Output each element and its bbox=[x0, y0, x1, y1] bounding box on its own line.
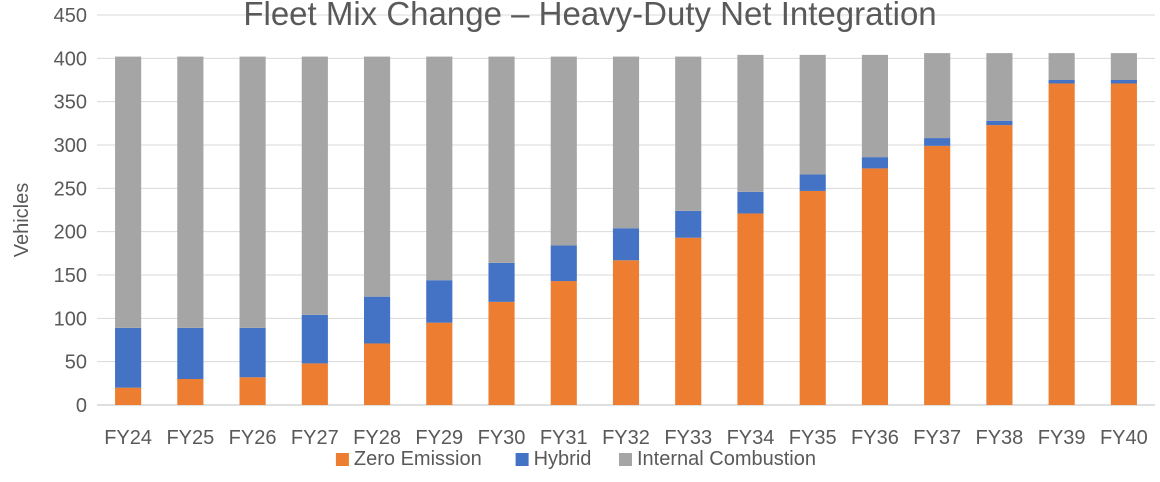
bar-zero-emission-fy29 bbox=[426, 322, 453, 405]
bar-zero-emission-fy38 bbox=[986, 125, 1013, 406]
bar-zero-emission-fy32 bbox=[612, 260, 640, 405]
bar-internal-combustion-fy40 bbox=[1110, 53, 1137, 80]
bar-zero-emission-fy35 bbox=[799, 190, 826, 405]
chart-title: Fleet Mix Change – Heavy-Duty Net Integr… bbox=[243, 0, 936, 32]
x-tick-label: FY27 bbox=[291, 427, 339, 449]
y-tick-label: 450 bbox=[54, 5, 87, 27]
bar-hybrid-fy27 bbox=[301, 314, 328, 364]
bar-zero-emission-fy36 bbox=[861, 168, 889, 405]
bar-internal-combustion-fy25 bbox=[177, 56, 204, 328]
y-tick-label: 300 bbox=[54, 135, 87, 157]
bar-internal-combustion-fy32 bbox=[612, 56, 640, 229]
bar-hybrid-fy32 bbox=[612, 228, 640, 261]
legend-swatch bbox=[335, 453, 349, 466]
bar-hybrid-fy33 bbox=[675, 210, 702, 238]
legend-label: Hybrid bbox=[534, 448, 592, 470]
y-tick-label: 50 bbox=[65, 352, 87, 374]
bar-internal-combustion-fy24 bbox=[115, 56, 142, 328]
bar-internal-combustion-fy26 bbox=[239, 56, 266, 328]
bar-hybrid-fy29 bbox=[426, 280, 453, 323]
legend-label: Zero Emission bbox=[354, 448, 482, 470]
y-tick-label: 350 bbox=[54, 92, 87, 114]
x-tick-label: FY33 bbox=[664, 427, 712, 449]
bar-zero-emission-fy27 bbox=[301, 363, 328, 405]
bar-internal-combustion-fy35 bbox=[799, 54, 826, 175]
bar-internal-combustion-fy36 bbox=[861, 54, 889, 158]
bar-internal-combustion-fy34 bbox=[737, 54, 764, 192]
legend: Zero Emission Hybrid Internal Combustion bbox=[335, 448, 816, 470]
bar-hybrid-fy25 bbox=[177, 327, 204, 379]
y-tick-label: 150 bbox=[54, 265, 87, 287]
y-tick-label: 400 bbox=[54, 48, 87, 70]
y-axis-label: Vehicles bbox=[11, 183, 33, 258]
bar-zero-emission-fy39 bbox=[1048, 83, 1075, 405]
x-tick-label: FY39 bbox=[1038, 427, 1086, 449]
legend-item-zero-emission: Zero Emission bbox=[335, 448, 482, 470]
bar-hybrid-fy28 bbox=[363, 296, 391, 344]
bar-internal-combustion-fy39 bbox=[1048, 53, 1075, 80]
legend-swatch bbox=[515, 453, 529, 466]
legend-swatch bbox=[619, 453, 632, 466]
bar-internal-combustion-fy38 bbox=[986, 53, 1013, 121]
bar-hybrid-fy39 bbox=[1048, 80, 1075, 84]
legend-item-internal-combustion: Internal Combustion bbox=[619, 448, 816, 470]
y-tick-label: 0 bbox=[76, 395, 87, 417]
x-tick-label: FY31 bbox=[540, 427, 588, 449]
bar-internal-combustion-fy30 bbox=[488, 56, 515, 263]
bar-internal-combustion-fy33 bbox=[675, 56, 702, 211]
y-tick-label: 200 bbox=[54, 222, 87, 244]
bar-internal-combustion-fy27 bbox=[301, 56, 328, 315]
bar-hybrid-fy38 bbox=[986, 120, 1013, 126]
bar-zero-emission-fy25 bbox=[177, 379, 204, 405]
bar-hybrid-fy35 bbox=[799, 174, 826, 191]
x-tick-label: FY32 bbox=[602, 427, 650, 449]
bar-hybrid-fy30 bbox=[488, 262, 515, 302]
x-tick-label: FY37 bbox=[913, 427, 961, 449]
x-tick-label: FY28 bbox=[353, 427, 401, 449]
bar-internal-combustion-fy31 bbox=[550, 56, 577, 246]
x-tick-label: FY38 bbox=[976, 427, 1024, 449]
bar-internal-combustion-fy28 bbox=[363, 56, 391, 297]
bar-hybrid-fy26 bbox=[239, 327, 266, 378]
bar-hybrid-fy40 bbox=[1110, 80, 1137, 84]
x-tick-label: FY40 bbox=[1100, 427, 1148, 449]
bar-hybrid-fy34 bbox=[737, 191, 764, 214]
legend-item-hybrid: Hybrid bbox=[515, 448, 592, 470]
bar-hybrid-fy24 bbox=[115, 327, 142, 388]
x-tick-label: FY25 bbox=[166, 427, 214, 449]
bar-hybrid-fy31 bbox=[550, 245, 577, 282]
x-tick-label: FY30 bbox=[478, 427, 526, 449]
x-tick-label: FY35 bbox=[789, 427, 837, 449]
bar-hybrid-fy37 bbox=[924, 138, 951, 146]
bar-zero-emission-fy33 bbox=[675, 237, 702, 405]
bar-zero-emission-fy40 bbox=[1110, 83, 1137, 405]
legend-label: Internal Combustion bbox=[637, 448, 816, 470]
bar-hybrid-fy36 bbox=[861, 157, 889, 169]
bar-zero-emission-fy37 bbox=[924, 145, 951, 405]
bar-zero-emission-fy28 bbox=[363, 343, 391, 405]
x-tick-label: FY24 bbox=[104, 427, 152, 449]
bar-zero-emission-fy34 bbox=[737, 213, 764, 405]
x-tick-label: FY36 bbox=[851, 427, 899, 449]
bar-zero-emission-fy30 bbox=[488, 301, 515, 405]
y-tick-label: 100 bbox=[54, 308, 87, 330]
y-tick-label: 250 bbox=[54, 178, 87, 200]
bar-zero-emission-fy24 bbox=[115, 387, 142, 405]
bar-internal-combustion-fy37 bbox=[924, 53, 951, 139]
bar-internal-combustion-fy29 bbox=[426, 56, 453, 281]
bar-zero-emission-fy31 bbox=[550, 281, 577, 405]
x-tick-label: FY34 bbox=[727, 427, 775, 449]
x-tick-label: FY26 bbox=[229, 427, 277, 449]
bar-zero-emission-fy26 bbox=[239, 377, 266, 405]
x-tick-label: FY29 bbox=[415, 427, 463, 449]
